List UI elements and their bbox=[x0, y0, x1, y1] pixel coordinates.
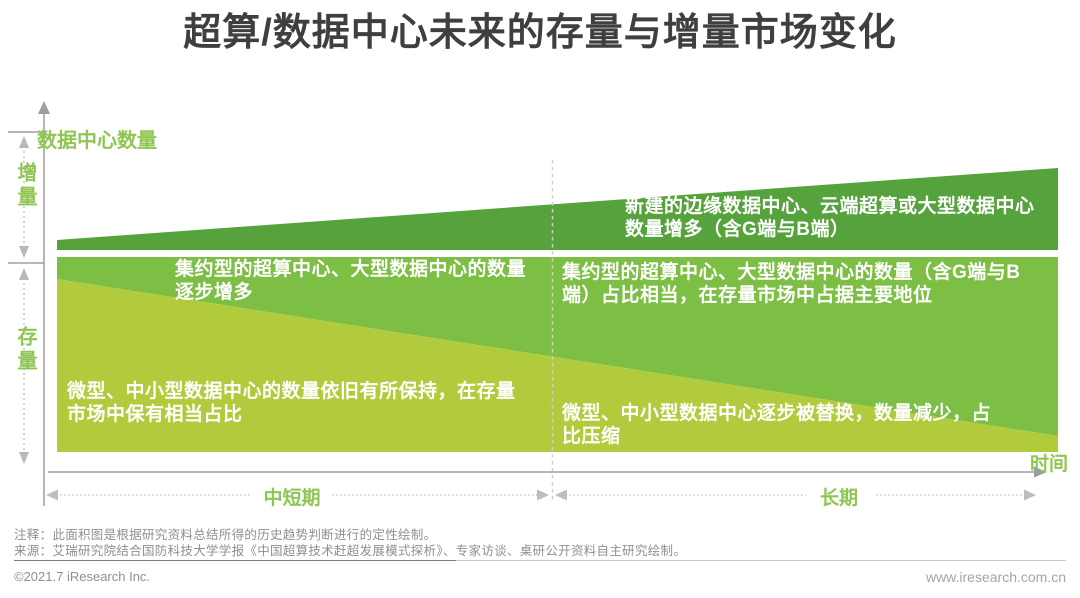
area-chart-canvas bbox=[8, 101, 1058, 506]
annotation-small-short-term: 微型、中小型数据中心的数量依旧有所保持，在存量 市场中保有相当占比 bbox=[67, 381, 516, 425]
increment-range-arrowhead-up-icon bbox=[19, 136, 29, 148]
note-source: 来源：艾瑞研究院结合国防科技大学学报《中国超算技术赶超发展模式探析》、专家访谈、… bbox=[14, 544, 687, 558]
x-axis-arrowhead-icon bbox=[1034, 466, 1047, 478]
band-increment-new-datacenters bbox=[57, 168, 1058, 250]
footer-divider bbox=[14, 560, 1066, 561]
band-stock-intensive-centers bbox=[57, 257, 1058, 436]
long-term-arrowhead-right-icon bbox=[1024, 489, 1036, 501]
band-stock-small-centers bbox=[57, 279, 1058, 452]
note-annotation: 注释：此面积图是根据研究资料总结所得的历史趋势判断进行的定性绘制。 bbox=[14, 528, 437, 542]
short-term-arrowhead-right-icon bbox=[537, 489, 549, 501]
y-axis-arrowhead-icon bbox=[38, 101, 50, 114]
short-term-arrowhead-left-icon bbox=[46, 489, 58, 501]
footer-copyright: ©2021.7 iResearch Inc. bbox=[14, 569, 151, 584]
annotation-increment-long-term: 新建的边缘数据中心、云端超算或大型数据中心 数量增多（含G端与B端） bbox=[625, 196, 1035, 240]
stock-range-arrowhead-down-icon bbox=[19, 452, 29, 464]
annotation-intensive-long-term: 集约型的超算中心、大型数据中心的数量（含G端与B 端）占比相当，在存量市场中占据… bbox=[562, 262, 1021, 306]
annotation-small-long-term: 微型、中小型数据中心逐步被替换，数量减少，占 比压缩 bbox=[562, 403, 992, 447]
chart-title: 超算/数据中心未来的存量与增量市场变化 bbox=[183, 12, 897, 54]
y-region-label-increment: 增量 bbox=[14, 162, 36, 210]
stock-range-arrowhead-up-icon bbox=[19, 268, 29, 280]
increment-range-arrowhead-down-icon bbox=[19, 246, 29, 258]
period-label-short-term: 中短期 bbox=[263, 488, 321, 509]
x-axis-title: 时间 bbox=[1030, 454, 1069, 475]
period-label-long-term: 长期 bbox=[819, 488, 858, 509]
y-axis-title: 数据中心数量 bbox=[37, 130, 157, 152]
long-term-arrowhead-left-icon bbox=[555, 489, 567, 501]
footer-website: www.iresearch.com.cn bbox=[925, 569, 1066, 585]
annotation-intensive-short-term: 集约型的超算中心、大型数据中心的数量 逐步增多 bbox=[175, 259, 527, 303]
y-region-label-stock: 存量 bbox=[14, 326, 36, 374]
